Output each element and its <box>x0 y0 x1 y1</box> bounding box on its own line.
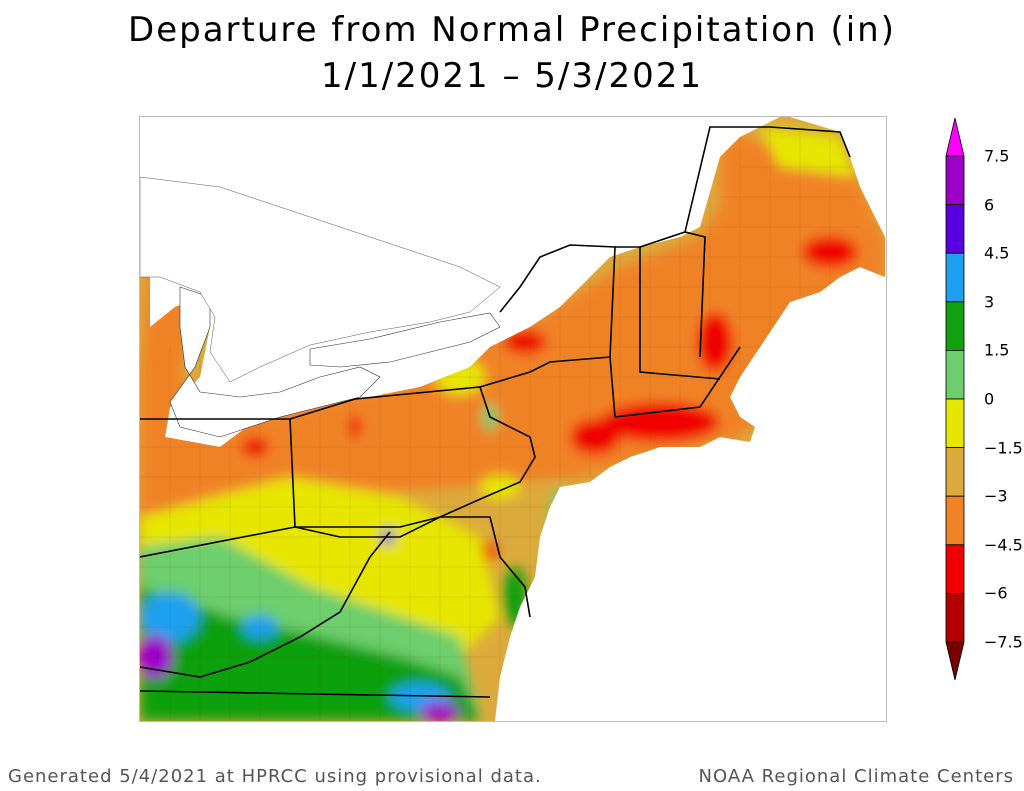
legend-swatch <box>945 155 965 205</box>
footer-credit: NOAA Regional Climate Centers <box>698 766 1014 787</box>
legend-label: 3 <box>984 292 995 312</box>
legend-swatch <box>945 301 965 351</box>
legend-swatch-bottom <box>945 641 965 681</box>
legend-label: 1.5 <box>984 340 1010 360</box>
legend-swatches <box>945 117 965 681</box>
legend-swatch <box>945 204 965 254</box>
legend-label: −3 <box>984 486 1008 506</box>
footer-generated-note: Generated 5/4/2021 at HPRCC using provis… <box>8 766 542 787</box>
legend-label: 4.5 <box>984 243 1010 263</box>
county-lines <box>140 127 860 721</box>
legend-label: −7.5 <box>984 632 1023 652</box>
legend-label: −6 <box>984 583 1008 603</box>
legend-swatch <box>945 447 965 497</box>
legend-swatch <box>945 398 965 448</box>
legend-label: 6 <box>984 195 995 215</box>
legend-swatch <box>945 349 965 400</box>
legend-swatch <box>945 495 965 546</box>
state-borders <box>140 126 851 698</box>
legend-label: 0 <box>984 389 995 409</box>
map-title-line2: 1/1/2021 – 5/3/2021 <box>320 56 704 96</box>
legend-label: −1.5 <box>984 438 1023 458</box>
map-canvas <box>140 117 885 721</box>
legend-swatch-top <box>945 117 965 157</box>
legend-label: −4.5 <box>984 535 1023 555</box>
great-lakes <box>169 286 501 438</box>
legend-swatch <box>945 592 965 643</box>
precipitation-map <box>139 116 887 722</box>
map-title-line1: Departure from Normal Precipitation (in) <box>128 10 896 50</box>
legend-swatch <box>945 544 965 594</box>
color-legend <box>945 117 965 681</box>
legend-label: 7.5 <box>984 146 1010 166</box>
legend-swatch <box>945 252 965 303</box>
